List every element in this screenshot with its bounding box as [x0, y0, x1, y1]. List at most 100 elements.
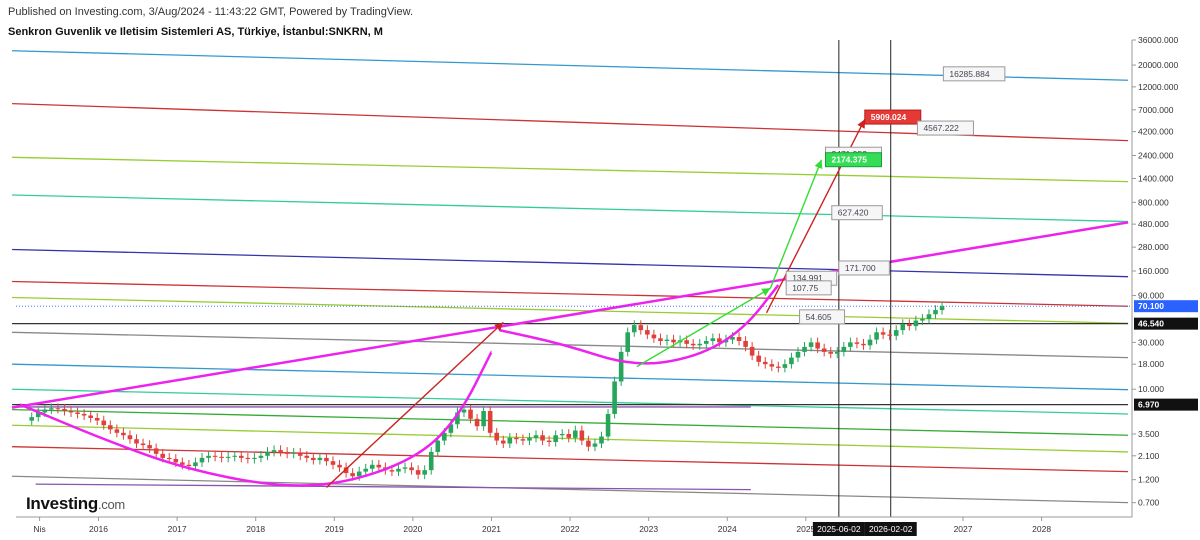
trendline [12, 408, 1129, 436]
trendline [12, 331, 1129, 359]
trendline [12, 388, 1129, 415]
candle-body [369, 464, 375, 469]
candle-body [743, 340, 748, 347]
candle-body [664, 339, 670, 341]
date-marker-label: 2026-02-02 [869, 524, 913, 534]
candle-body [481, 411, 486, 427]
candle-body [599, 436, 604, 444]
trendline [12, 194, 1129, 223]
candle-body [402, 467, 408, 469]
candle-body [81, 413, 87, 416]
candle-body [861, 343, 866, 346]
candle-body [540, 435, 545, 441]
candle-body [684, 340, 689, 344]
level-label-box [824, 152, 882, 168]
level-label: 134.991 [792, 273, 823, 283]
candle-body [258, 455, 264, 458]
candle-body [212, 455, 218, 457]
level-label: 54.605 [806, 312, 832, 322]
candle-body [553, 435, 558, 443]
candle-body [939, 306, 945, 311]
candle-body [324, 457, 329, 462]
y-tick-label: 2.100 [1138, 451, 1160, 461]
candle-body [710, 338, 716, 341]
candle-body [206, 455, 211, 458]
y-tick-label: 20000.000 [1138, 60, 1178, 70]
y-tick-label: 4200.000 [1138, 127, 1174, 137]
trendline [12, 424, 1129, 453]
candle-body [409, 467, 414, 471]
candle-body [697, 343, 703, 346]
candle-body [913, 320, 919, 327]
x-tick-label: 2017 [168, 524, 187, 534]
candle-body [749, 346, 755, 356]
trendline [12, 156, 1129, 183]
candle-body [284, 451, 290, 454]
candle-body [252, 457, 257, 459]
candle-body [147, 445, 152, 449]
candle-body [474, 418, 480, 427]
candle-body [926, 314, 932, 319]
candle-body [42, 409, 48, 413]
candle-body [311, 457, 316, 461]
candle-body [854, 342, 860, 344]
candle-body [625, 332, 630, 352]
candle-body [337, 464, 342, 468]
candle-body [468, 409, 473, 419]
candle-body [232, 455, 238, 457]
y-tick-label: 18.000 [1138, 359, 1164, 369]
y-tick-label: 36000.000 [1138, 35, 1178, 45]
cup-curve [499, 284, 780, 365]
candle-body [867, 339, 873, 346]
price-tag [1134, 398, 1198, 411]
price-tag [1134, 317, 1198, 330]
candle-body [494, 432, 500, 441]
x-tick-label: 2018 [246, 524, 265, 534]
y-tick-label: 280.000 [1138, 242, 1169, 252]
y-tick-label: 7000.000 [1138, 105, 1174, 115]
candle-body [62, 408, 67, 412]
y-tick-label: 3.500 [1138, 429, 1160, 439]
candle-body [376, 464, 382, 468]
candle-body [134, 439, 139, 444]
candle-body [343, 467, 349, 474]
candle-body [49, 408, 54, 410]
candle-body [704, 340, 709, 344]
candle-body [802, 346, 807, 352]
candle-body [225, 456, 231, 458]
candle-body [55, 408, 61, 410]
candle-body [173, 458, 179, 463]
candle-body [874, 332, 879, 340]
candle-body [651, 334, 657, 339]
candle-body [304, 455, 310, 458]
candle-body [821, 348, 827, 352]
price-tag [1134, 300, 1198, 313]
candle-body [68, 411, 74, 413]
candle-body [808, 342, 814, 347]
x-tick-label: 2028 [1032, 524, 1051, 534]
level-label-box [785, 280, 832, 296]
candle-body [278, 450, 283, 452]
candle-body [356, 471, 362, 477]
level-label-box [916, 120, 974, 136]
date-marker-tag [812, 522, 865, 536]
y-axis: 36000.000 20000.000 12000.000 7000.000 4200.… [1131, 35, 1198, 517]
cup-curve [19, 351, 493, 487]
y-tick-label: 30.000 [1138, 337, 1164, 347]
candle-body [730, 337, 735, 340]
candle-body [140, 443, 146, 446]
level-label-box [799, 309, 846, 325]
trendline [12, 296, 1129, 324]
y-tick-label: 480.000 [1138, 219, 1169, 229]
candle-body [762, 361, 768, 365]
candle-body [389, 470, 395, 472]
candle-body [461, 409, 467, 413]
candle-body [573, 430, 578, 438]
y-tick-label: 1400.000 [1138, 173, 1174, 183]
candle-body [834, 351, 840, 354]
candle-body [880, 332, 886, 335]
candle-body [782, 364, 788, 368]
candle-body [442, 432, 447, 441]
level-label: 171.700 [845, 263, 876, 273]
